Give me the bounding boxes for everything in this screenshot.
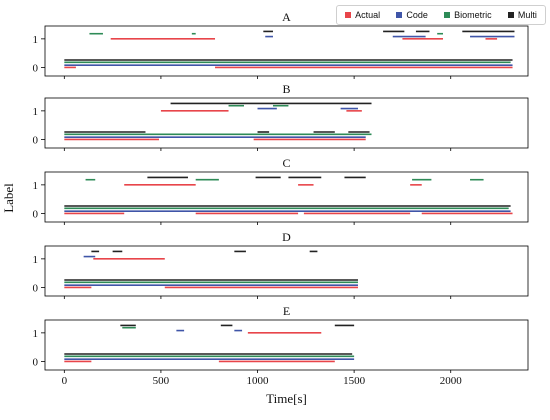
y-tick-label-b-1: 1	[33, 106, 39, 118]
legend-swatch-multi	[507, 12, 514, 18]
y-tick-label-d-0: 0	[33, 282, 39, 294]
legend-item-multi: Multi	[507, 10, 537, 20]
y-tick-label-e-0: 0	[33, 356, 39, 368]
panel-title-d: D	[282, 230, 291, 244]
y-tick-label-c-0: 0	[33, 208, 39, 220]
legend-label-biometric: Biometric	[454, 10, 492, 20]
panel-frame-e	[44, 319, 529, 371]
y-tick-label-b-0: 0	[33, 134, 39, 146]
legend-item-biometric: Biometric	[444, 10, 492, 20]
panel-frame-c	[44, 171, 529, 223]
legend: Actual Code Biometric Multi	[336, 5, 546, 25]
x-tick-label-2000: 2000	[440, 375, 463, 387]
x-tick-label-0: 0	[62, 375, 68, 387]
panel-title-b: B	[282, 82, 290, 96]
legend-label-actual: Actual	[355, 10, 381, 20]
x-tick-label-1000: 1000	[247, 375, 270, 387]
y-tick-label-a-0: 0	[33, 62, 39, 74]
panel-frame-b	[44, 97, 529, 149]
legend-item-code: Code	[396, 10, 428, 20]
x-axis-label: Time[s]	[266, 391, 307, 406]
panel-title-c: C	[282, 156, 290, 170]
x-tick-label-500: 500	[153, 375, 170, 387]
legend-swatch-actual	[345, 12, 352, 18]
legend-swatch-code	[396, 12, 403, 18]
legend-label-code: Code	[406, 10, 428, 20]
y-tick-label-a-1: 1	[33, 34, 39, 46]
y-tick-label-c-1: 1	[33, 180, 39, 192]
y-tick-label-d-1: 1	[33, 254, 39, 266]
panel-title-a: A	[282, 10, 291, 24]
x-tick-label-1500: 1500	[343, 375, 366, 387]
legend-swatch-biometric	[444, 12, 451, 18]
legend-item-actual: Actual	[345, 10, 380, 20]
y-tick-label-e-1: 1	[33, 328, 39, 340]
panel-frame-a	[44, 25, 529, 77]
y-axis-label: Label	[1, 183, 16, 213]
legend-label-multi: Multi	[517, 10, 537, 20]
panel-title-e: E	[283, 304, 290, 318]
panel-frame-d	[44, 245, 529, 297]
